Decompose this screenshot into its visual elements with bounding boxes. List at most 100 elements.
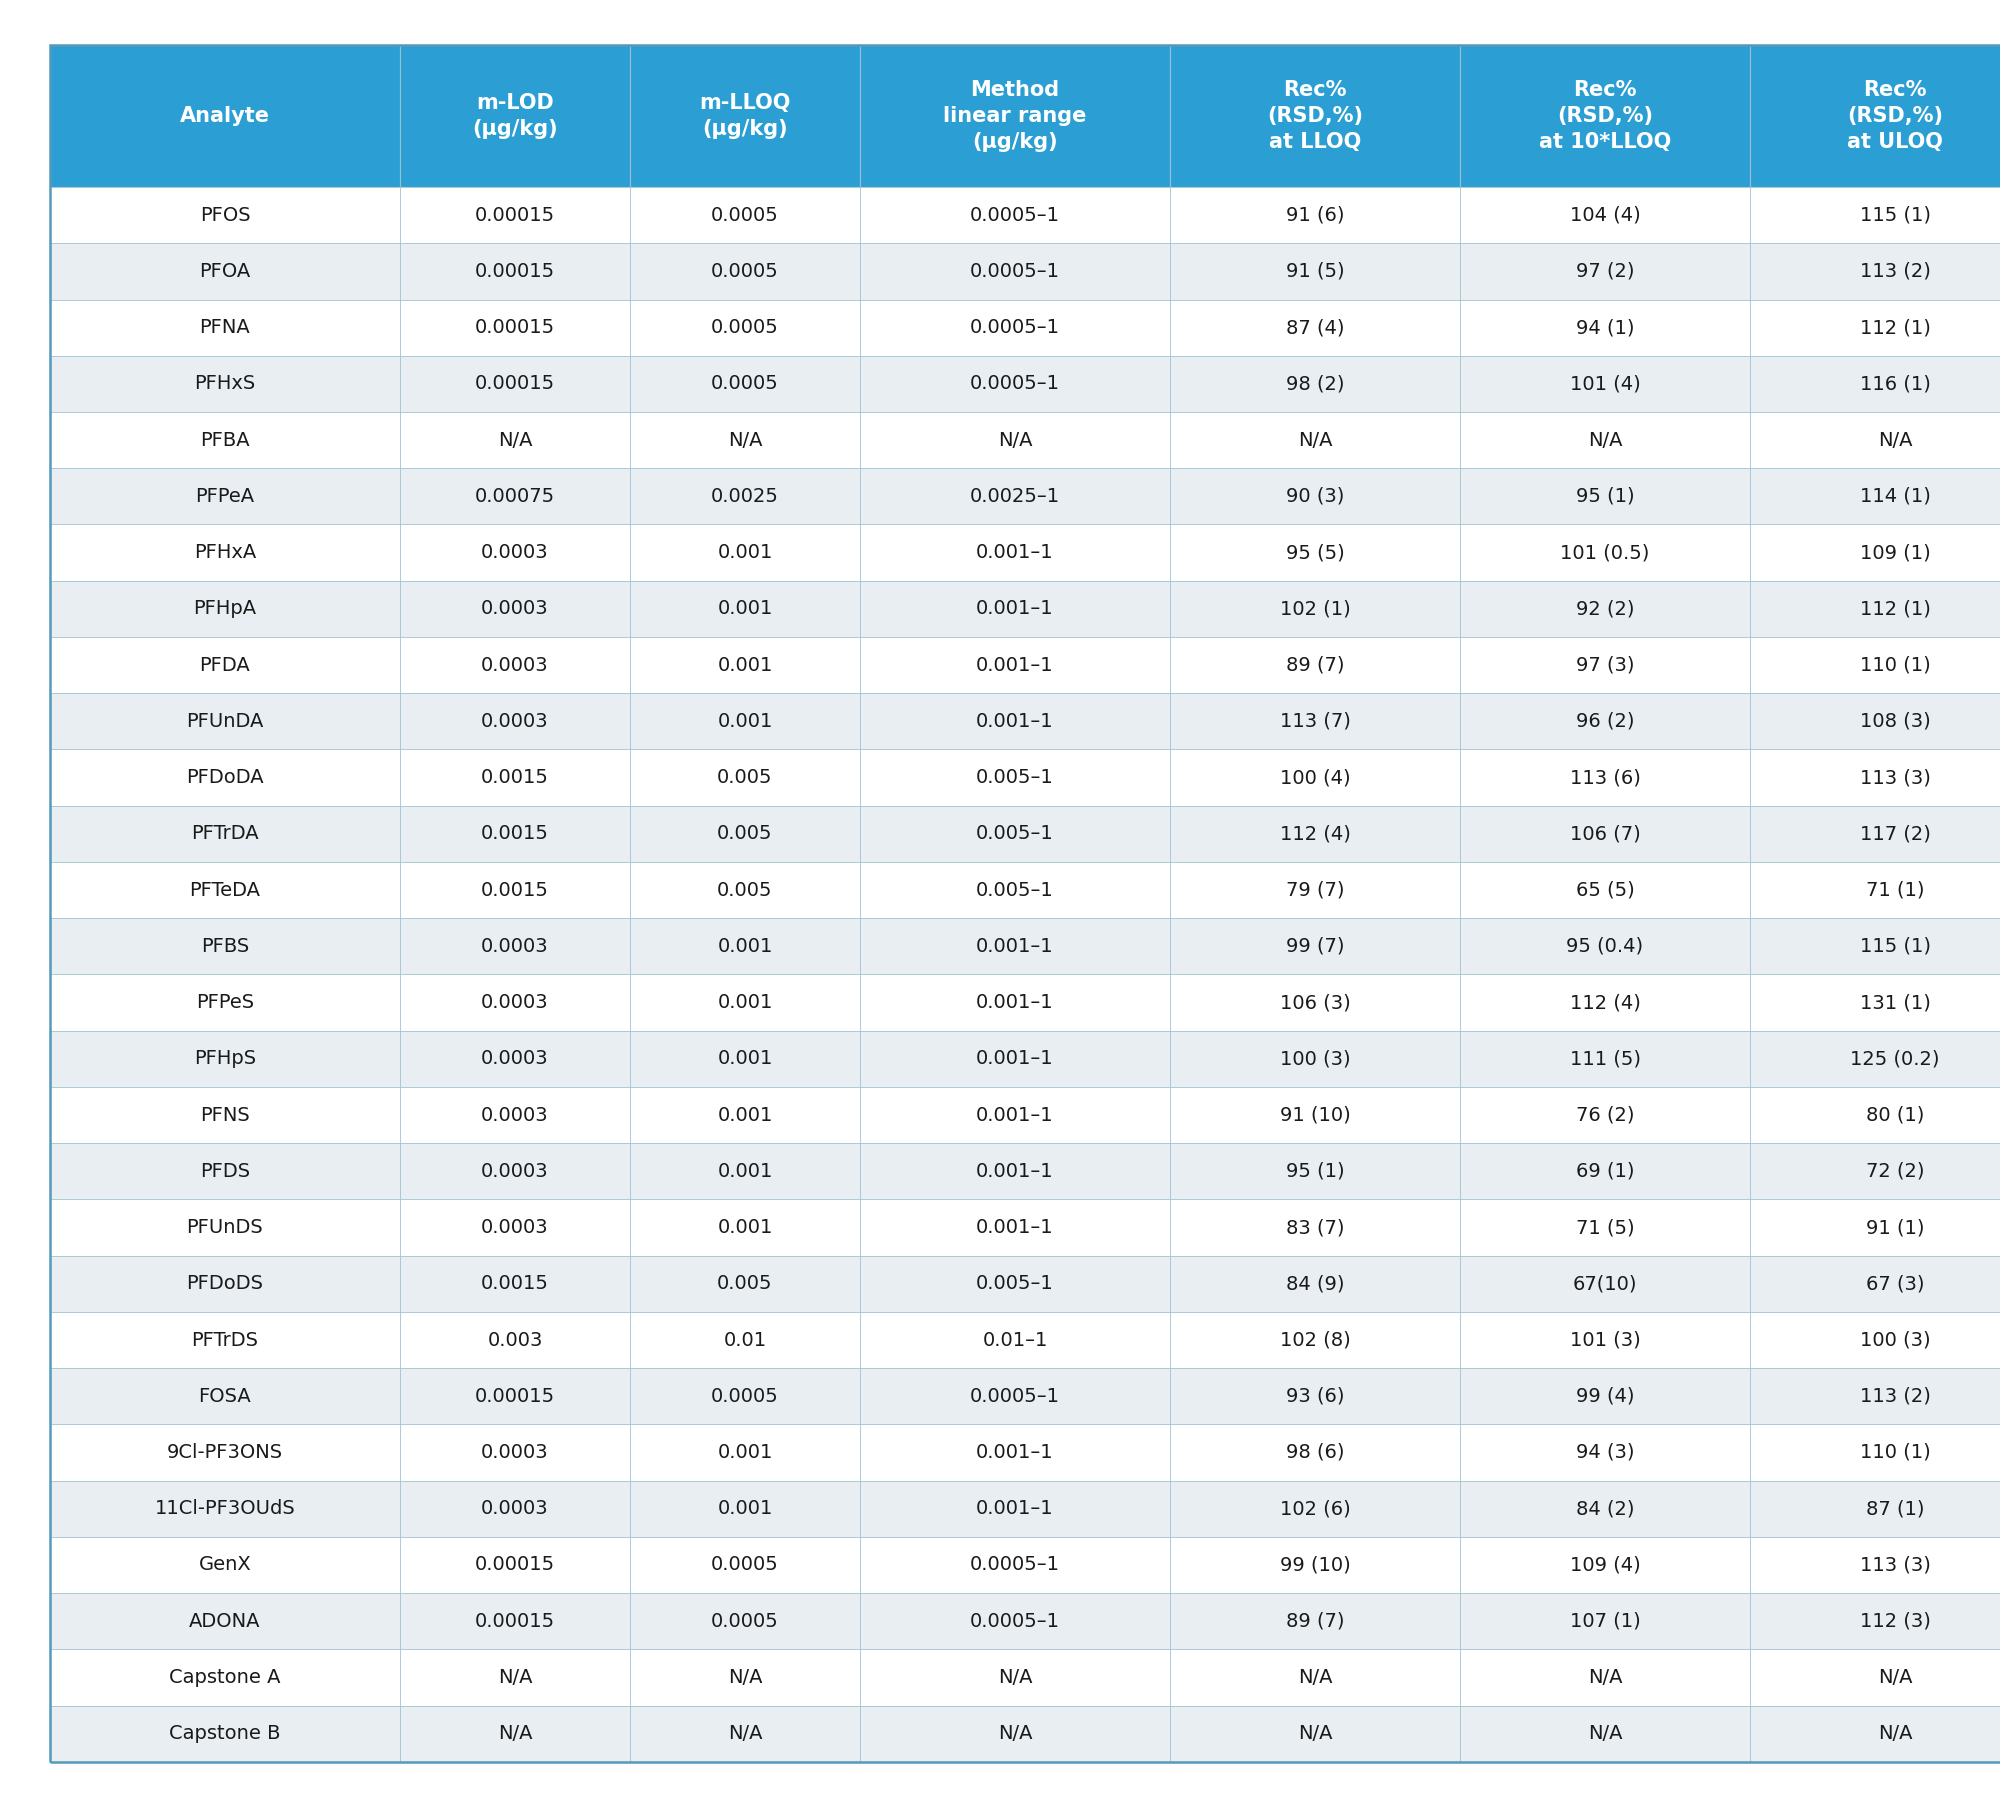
Bar bbox=[630, 1536, 860, 1594]
Bar bbox=[630, 1368, 860, 1424]
Text: N/A: N/A bbox=[998, 430, 1032, 450]
Text: PFTrDA: PFTrDA bbox=[192, 824, 258, 844]
Bar bbox=[1750, 1368, 2000, 1424]
Bar bbox=[1750, 45, 2000, 188]
Bar bbox=[860, 1536, 1170, 1594]
Text: 0.001–1: 0.001–1 bbox=[976, 656, 1054, 674]
Text: PFDS: PFDS bbox=[200, 1162, 250, 1180]
Text: 95 (5): 95 (5) bbox=[1286, 544, 1344, 562]
Bar bbox=[1750, 918, 2000, 974]
Bar bbox=[1170, 862, 1460, 918]
Text: 0.00075: 0.00075 bbox=[474, 486, 556, 506]
Bar bbox=[630, 1144, 860, 1200]
Text: 0.0005: 0.0005 bbox=[712, 262, 778, 280]
Text: 0.001: 0.001 bbox=[718, 1106, 772, 1124]
Text: N/A: N/A bbox=[998, 1724, 1032, 1744]
Bar bbox=[860, 188, 1170, 244]
Text: Rec%
(RSD,%)
at LLOQ: Rec% (RSD,%) at LLOQ bbox=[1268, 81, 1364, 152]
Text: 0.005–1: 0.005–1 bbox=[976, 768, 1054, 788]
Bar bbox=[1750, 356, 2000, 412]
Text: PFHpS: PFHpS bbox=[194, 1050, 256, 1068]
Bar bbox=[630, 580, 860, 638]
Bar bbox=[1460, 1256, 1750, 1312]
Text: 0.0005: 0.0005 bbox=[712, 1386, 778, 1406]
Bar bbox=[50, 1706, 400, 1762]
Text: N/A: N/A bbox=[1588, 1668, 1622, 1688]
Text: 0.0003: 0.0003 bbox=[482, 600, 548, 618]
Bar bbox=[400, 1480, 630, 1536]
Text: 0.005–1: 0.005–1 bbox=[976, 824, 1054, 844]
Bar bbox=[400, 188, 630, 244]
Text: 71 (1): 71 (1) bbox=[1866, 880, 1924, 900]
Bar bbox=[1170, 1536, 1460, 1594]
Text: 0.005: 0.005 bbox=[718, 1274, 772, 1294]
Text: 109 (1): 109 (1) bbox=[1860, 544, 1930, 562]
Bar bbox=[1750, 1144, 2000, 1200]
Bar bbox=[1170, 1200, 1460, 1256]
Bar bbox=[400, 356, 630, 412]
Bar bbox=[1460, 412, 1750, 468]
Text: 0.0005–1: 0.0005–1 bbox=[970, 1386, 1060, 1406]
Text: 0.0005: 0.0005 bbox=[712, 1556, 778, 1574]
Text: 72 (2): 72 (2) bbox=[1866, 1162, 1924, 1180]
Text: 94 (1): 94 (1) bbox=[1576, 318, 1634, 338]
Bar bbox=[860, 412, 1170, 468]
Bar bbox=[50, 356, 400, 412]
Text: 91 (10): 91 (10) bbox=[1280, 1106, 1350, 1124]
Text: 0.001: 0.001 bbox=[718, 1162, 772, 1180]
Text: 0.001–1: 0.001–1 bbox=[976, 712, 1054, 730]
Bar bbox=[630, 1086, 860, 1144]
Bar bbox=[860, 356, 1170, 412]
Bar bbox=[860, 300, 1170, 356]
Text: 0.00015: 0.00015 bbox=[474, 1612, 556, 1630]
Text: Rec%
(RSD,%)
at 10*LLOQ: Rec% (RSD,%) at 10*LLOQ bbox=[1538, 81, 1672, 152]
Text: 76 (2): 76 (2) bbox=[1576, 1106, 1634, 1124]
Bar bbox=[1460, 524, 1750, 580]
Text: PFHpA: PFHpA bbox=[194, 600, 256, 618]
Text: 0.001: 0.001 bbox=[718, 994, 772, 1012]
Bar bbox=[1750, 244, 2000, 300]
Bar bbox=[860, 1312, 1170, 1368]
Bar bbox=[1460, 1594, 1750, 1650]
Bar bbox=[1170, 750, 1460, 806]
Text: 0.0005–1: 0.0005–1 bbox=[970, 1556, 1060, 1574]
Text: ADONA: ADONA bbox=[190, 1612, 260, 1630]
Bar bbox=[1170, 1144, 1460, 1200]
Text: 113 (2): 113 (2) bbox=[1860, 262, 1930, 280]
Bar bbox=[1750, 694, 2000, 750]
Bar bbox=[1170, 580, 1460, 638]
Text: 101 (0.5): 101 (0.5) bbox=[1560, 544, 1650, 562]
Bar bbox=[50, 694, 400, 750]
Bar bbox=[400, 694, 630, 750]
Text: 0.001: 0.001 bbox=[718, 1444, 772, 1462]
Text: FOSA: FOSA bbox=[198, 1386, 252, 1406]
Bar bbox=[630, 1256, 860, 1312]
Bar bbox=[400, 1536, 630, 1594]
Bar bbox=[1750, 974, 2000, 1030]
Text: 91 (6): 91 (6) bbox=[1286, 206, 1344, 224]
Text: 0.0015: 0.0015 bbox=[482, 1274, 548, 1294]
Bar bbox=[400, 1030, 630, 1086]
Bar bbox=[1460, 1424, 1750, 1480]
Text: 113 (6): 113 (6) bbox=[1570, 768, 1640, 788]
Bar bbox=[860, 694, 1170, 750]
Text: N/A: N/A bbox=[498, 430, 532, 450]
Bar bbox=[1750, 1086, 2000, 1144]
Bar bbox=[860, 1706, 1170, 1762]
Text: 0.0005–1: 0.0005–1 bbox=[970, 1612, 1060, 1630]
Bar bbox=[1460, 806, 1750, 862]
Bar bbox=[860, 918, 1170, 974]
Text: 113 (7): 113 (7) bbox=[1280, 712, 1350, 730]
Bar bbox=[1460, 45, 1750, 188]
Text: 91 (5): 91 (5) bbox=[1286, 262, 1344, 280]
Bar bbox=[630, 750, 860, 806]
Bar bbox=[50, 1086, 400, 1144]
Bar bbox=[50, 580, 400, 638]
Bar bbox=[50, 1480, 400, 1536]
Bar bbox=[1750, 300, 2000, 356]
Bar bbox=[1750, 1594, 2000, 1650]
Text: 116 (1): 116 (1) bbox=[1860, 374, 1930, 394]
Text: N/A: N/A bbox=[498, 1724, 532, 1744]
Bar bbox=[1460, 918, 1750, 974]
Bar bbox=[630, 188, 860, 244]
